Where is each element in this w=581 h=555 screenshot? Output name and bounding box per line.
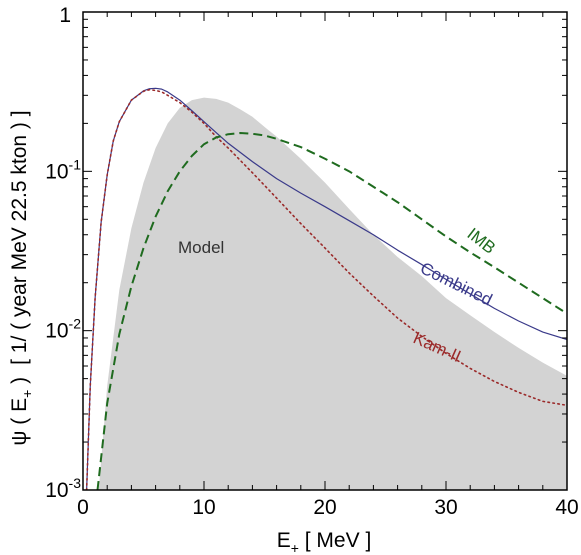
- plot-area: [85, 87, 567, 490]
- y-tick-label: 10-1: [45, 156, 81, 183]
- y-axis-title: ψ ( E+ )[ 1/ ( year MeV 22.5 kton ) ]: [8, 110, 35, 445]
- y-tick-label: 10-3: [45, 475, 81, 502]
- y-tick-label: 10-2: [45, 316, 81, 343]
- series-combined-line: [86, 87, 567, 490]
- x-tick-label: 40: [555, 496, 578, 519]
- label-model: Model: [178, 238, 224, 257]
- series-model-area: [98, 97, 567, 490]
- y-tick-label: 1: [59, 4, 71, 27]
- x-axis-title: E+ [ MeV ]: [277, 529, 372, 555]
- x-tick-label: 0: [77, 496, 89, 519]
- label-imb: IMB: [464, 224, 500, 258]
- x-tick-label: 30: [434, 496, 457, 519]
- x-tick-label: 10: [192, 496, 215, 519]
- x-tick-label: 20: [313, 496, 336, 519]
- series-imb-line: [96, 132, 567, 490]
- series-kam-ii-line: [85, 88, 567, 490]
- axes: 0 10 20 30 40 1 10-1 10-2 10-3: [45, 4, 578, 519]
